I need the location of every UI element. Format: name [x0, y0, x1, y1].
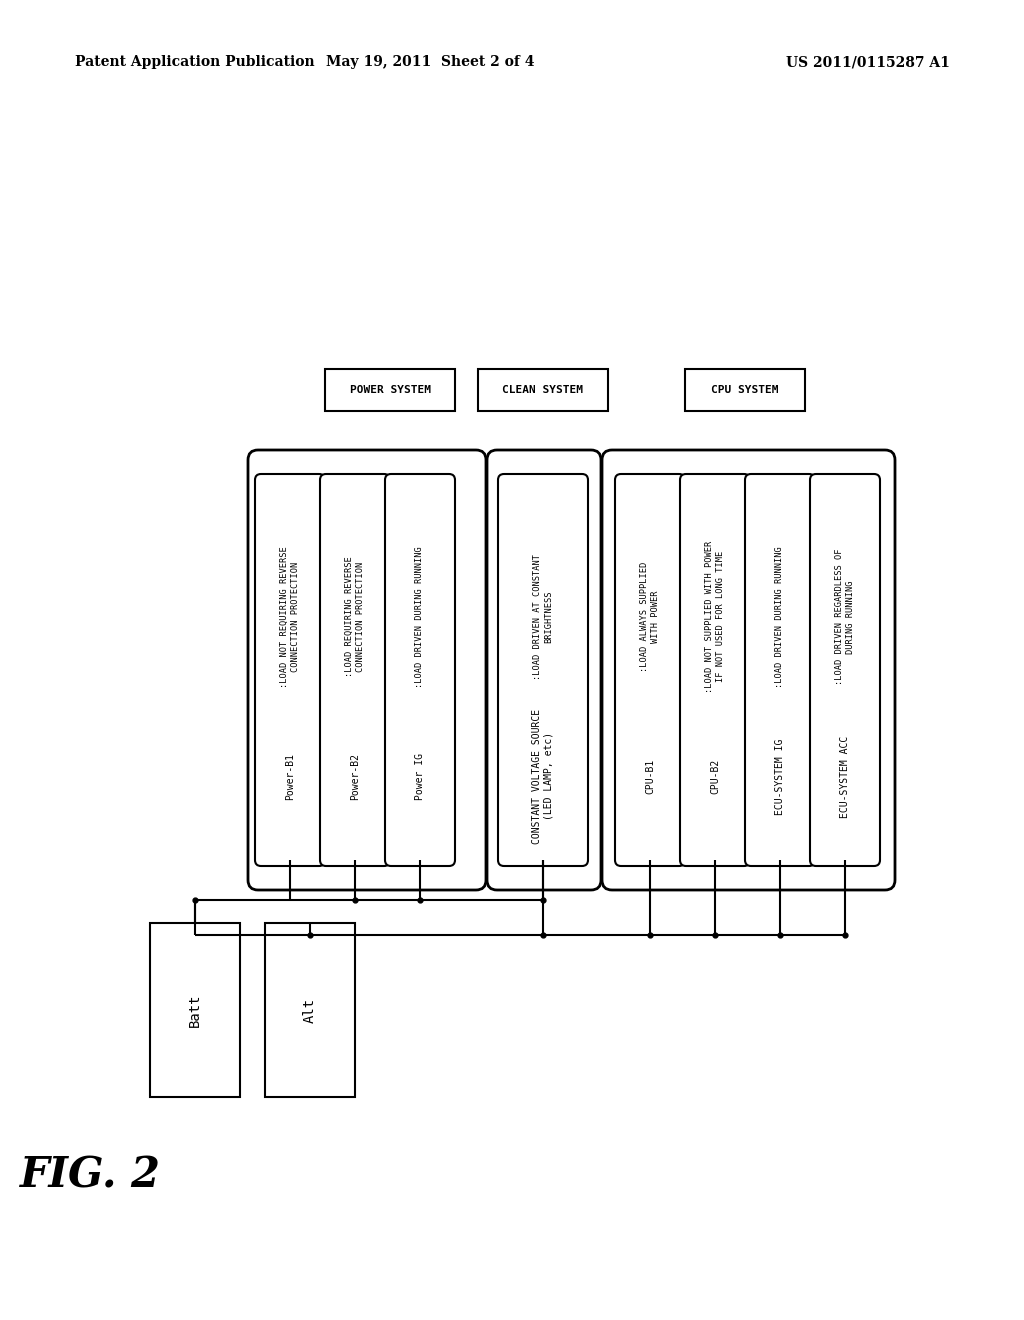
Bar: [265, 923, 355, 1097]
Text: Patent Application Publication: Patent Application Publication: [75, 55, 314, 69]
FancyBboxPatch shape: [680, 474, 750, 866]
FancyBboxPatch shape: [615, 474, 685, 866]
FancyBboxPatch shape: [498, 474, 588, 866]
Text: :LOAD NOT SUPPLIED WITH POWER
IF NOT USED FOR LONG TIME: :LOAD NOT SUPPLIED WITH POWER IF NOT USE…: [705, 541, 725, 693]
FancyBboxPatch shape: [248, 450, 486, 890]
Text: FIG. 2: FIG. 2: [19, 1154, 161, 1196]
Text: Power-B2: Power-B2: [350, 752, 360, 800]
FancyBboxPatch shape: [602, 450, 895, 890]
Text: CPU-B1: CPU-B1: [645, 759, 655, 795]
Text: CPU SYSTEM: CPU SYSTEM: [712, 385, 778, 395]
FancyBboxPatch shape: [745, 474, 815, 866]
FancyBboxPatch shape: [319, 474, 390, 866]
Text: CLEAN SYSTEM: CLEAN SYSTEM: [503, 385, 584, 395]
FancyBboxPatch shape: [255, 474, 325, 866]
Text: Power-B1: Power-B1: [285, 752, 295, 800]
Text: ECU-SYSTEM ACC: ECU-SYSTEM ACC: [840, 735, 850, 817]
Text: CONSTANT VOLTAGE SOURCE
(LED LAMP, etc): CONSTANT VOLTAGE SOURCE (LED LAMP, etc): [532, 709, 554, 843]
Text: :LOAD DRIVEN DURING RUNNING: :LOAD DRIVEN DURING RUNNING: [416, 546, 425, 688]
Text: Batt: Batt: [188, 993, 202, 1027]
Text: ECU-SYSTEM IG: ECU-SYSTEM IG: [775, 738, 785, 814]
Text: US 2011/0115287 A1: US 2011/0115287 A1: [786, 55, 950, 69]
Text: :LOAD ALWAYS SUPPLIED
WITH POWER: :LOAD ALWAYS SUPPLIED WITH POWER: [640, 562, 660, 672]
Text: :LOAD NOT REQUIRING REVERSE
CONNECTION PROTECTION: :LOAD NOT REQUIRING REVERSE CONNECTION P…: [280, 546, 300, 688]
Text: :LOAD DRIVEN DURING RUNNING: :LOAD DRIVEN DURING RUNNING: [775, 546, 784, 688]
Text: :LOAD REQUIRING REVERSE
CONNECTION PROTECTION: :LOAD REQUIRING REVERSE CONNECTION PROTE…: [345, 557, 365, 677]
Bar: [325, 370, 455, 411]
Bar: [685, 370, 805, 411]
Bar: [478, 370, 608, 411]
FancyBboxPatch shape: [487, 450, 601, 890]
Text: May 19, 2011  Sheet 2 of 4: May 19, 2011 Sheet 2 of 4: [326, 55, 535, 69]
Text: Power IG: Power IG: [415, 752, 425, 800]
Text: POWER SYSTEM: POWER SYSTEM: [349, 385, 430, 395]
Text: CPU-B2: CPU-B2: [710, 759, 720, 795]
Text: :LOAD DRIVEN REGARDLESS OF
DURING RUNNING: :LOAD DRIVEN REGARDLESS OF DURING RUNNIN…: [835, 549, 855, 685]
Text: Alt: Alt: [303, 998, 317, 1023]
Text: :LOAD DRIVEN AT CONSTANT
BRIGHTNESS: :LOAD DRIVEN AT CONSTANT BRIGHTNESS: [532, 554, 553, 680]
Bar: [150, 923, 240, 1097]
FancyBboxPatch shape: [810, 474, 880, 866]
FancyBboxPatch shape: [385, 474, 455, 866]
